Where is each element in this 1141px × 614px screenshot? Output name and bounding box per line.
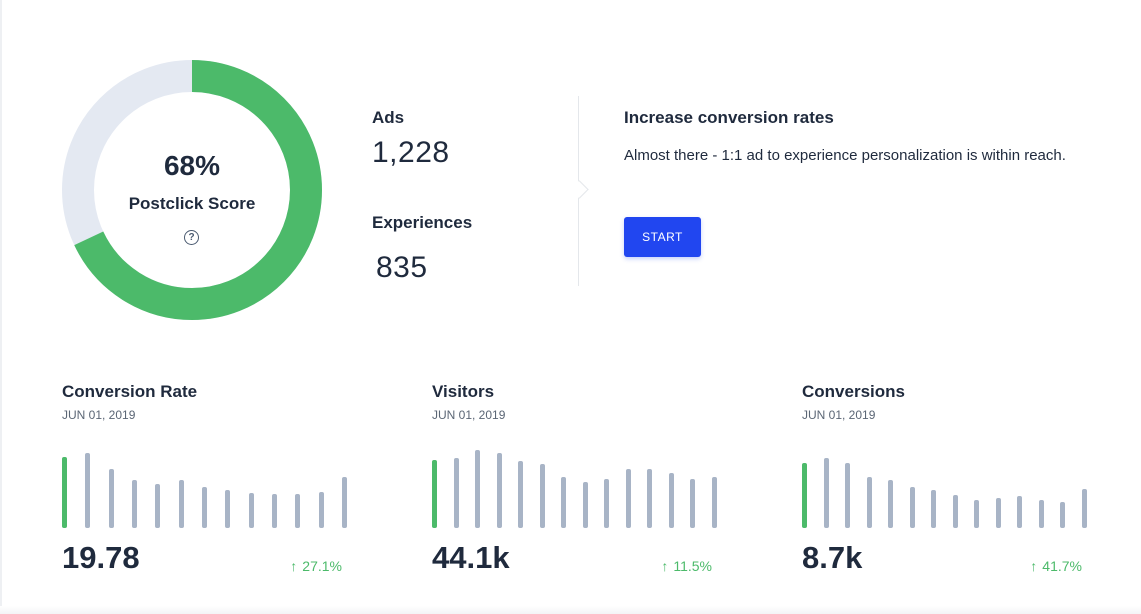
panel-left-border bbox=[0, 0, 2, 614]
question-circle-icon[interactable]: ? bbox=[184, 230, 199, 245]
stat-bar bbox=[272, 494, 277, 528]
stat-delta-value: 27.1% bbox=[302, 558, 342, 574]
stat-title: Conversion Rate bbox=[62, 382, 198, 401]
stat-card-conversion-rate: Conversion Rate JUN 01, 2019 19.78 ↑ 27.1… bbox=[62, 380, 352, 580]
donut-chart bbox=[62, 60, 322, 320]
stat-bar bbox=[132, 480, 137, 528]
promo-text: Almost there - 1:1 ad to experience pers… bbox=[624, 147, 1066, 164]
stat-date: JUN 01, 2019 bbox=[802, 408, 876, 422]
stat-bar bbox=[867, 477, 872, 528]
experiences-label: Experiences bbox=[372, 213, 473, 232]
stat-bar bbox=[497, 453, 502, 528]
stat-bar bbox=[295, 494, 300, 528]
stat-bar bbox=[1039, 500, 1044, 528]
stat-bar bbox=[802, 463, 807, 528]
stat-bar bbox=[583, 482, 588, 528]
experiences-value: 835 bbox=[376, 251, 428, 284]
stat-bar bbox=[824, 458, 829, 528]
stat-title: Visitors bbox=[432, 382, 495, 401]
arrow-up-icon: ↑ bbox=[1030, 558, 1038, 574]
donut-fill bbox=[62, 60, 322, 320]
stat-bar bbox=[604, 479, 609, 528]
score-percent: 68% bbox=[163, 150, 221, 181]
stat-delta-value: 11.5% bbox=[673, 558, 712, 574]
divider-pointer bbox=[570, 180, 589, 199]
stat-bar bbox=[647, 469, 652, 528]
ads-label: Ads bbox=[372, 108, 405, 127]
start-button[interactable]: START bbox=[624, 217, 701, 257]
stat-card-conversions: Conversions JUN 01, 2019 8.7k ↑ 41.7% bbox=[802, 380, 1092, 580]
arrow-up-icon: ↑ bbox=[290, 558, 298, 574]
bottom-shadow bbox=[0, 606, 1141, 614]
stat-bar bbox=[85, 453, 90, 528]
stat-bar bbox=[518, 461, 523, 528]
stat-bar bbox=[109, 469, 114, 528]
stat-bar bbox=[249, 493, 254, 528]
stat-bar bbox=[155, 484, 160, 528]
stat-bar bbox=[202, 487, 207, 528]
stat-date: JUN 01, 2019 bbox=[62, 408, 136, 422]
donut-center: 68% Postclick Score ? bbox=[58, 56, 326, 324]
stat-bar bbox=[62, 457, 67, 528]
stat-bar bbox=[712, 477, 717, 528]
stat-bar bbox=[1060, 502, 1065, 528]
stat-bar bbox=[931, 490, 936, 528]
stat-bar bbox=[626, 469, 631, 528]
stat-bar bbox=[432, 460, 437, 528]
stat-delta: ↑ 41.7% bbox=[1030, 558, 1082, 574]
stat-bar bbox=[996, 498, 1001, 528]
stat-value: 19.78 bbox=[62, 540, 140, 575]
stat-delta: ↑ 27.1% bbox=[290, 558, 342, 574]
promo-title: Increase conversion rates bbox=[624, 108, 834, 127]
stat-bar bbox=[910, 487, 915, 528]
stat-bar bbox=[225, 490, 230, 528]
stat-bar bbox=[1082, 489, 1087, 528]
stat-value: 8.7k bbox=[802, 540, 863, 575]
stat-date: JUN 01, 2019 bbox=[432, 408, 506, 422]
stat-title: Conversions bbox=[802, 382, 905, 401]
score-label: Postclick Score bbox=[128, 194, 256, 213]
stat-bar bbox=[690, 479, 695, 528]
stat-card-visitors: Visitors JUN 01, 2019 44.1k ↑ 11.5% bbox=[432, 380, 722, 580]
stat-bar bbox=[475, 450, 480, 528]
arrow-up-icon: ↑ bbox=[661, 558, 669, 574]
stat-bar bbox=[540, 464, 545, 528]
stat-bar-chart bbox=[802, 446, 1092, 528]
ads-value: 1,228 bbox=[372, 136, 450, 169]
stat-bar-chart bbox=[62, 446, 352, 528]
stat-bar bbox=[454, 458, 459, 528]
stat-bar bbox=[319, 492, 324, 528]
stat-bar bbox=[179, 480, 184, 528]
stat-bar bbox=[888, 480, 893, 528]
stat-bar bbox=[561, 477, 566, 528]
stat-bar bbox=[1017, 496, 1022, 528]
stat-delta-value: 41.7% bbox=[1042, 558, 1082, 574]
stat-delta: ↑ 11.5% bbox=[661, 558, 712, 574]
stat-bar bbox=[953, 495, 958, 528]
stat-bar bbox=[669, 473, 674, 528]
stat-value: 44.1k bbox=[432, 540, 510, 575]
stat-bar bbox=[342, 477, 347, 528]
stat-bar bbox=[845, 463, 850, 528]
stat-bar bbox=[974, 500, 979, 528]
stat-bar-chart bbox=[432, 446, 722, 528]
postclick-score-donut: 68% Postclick Score ? bbox=[58, 56, 326, 324]
